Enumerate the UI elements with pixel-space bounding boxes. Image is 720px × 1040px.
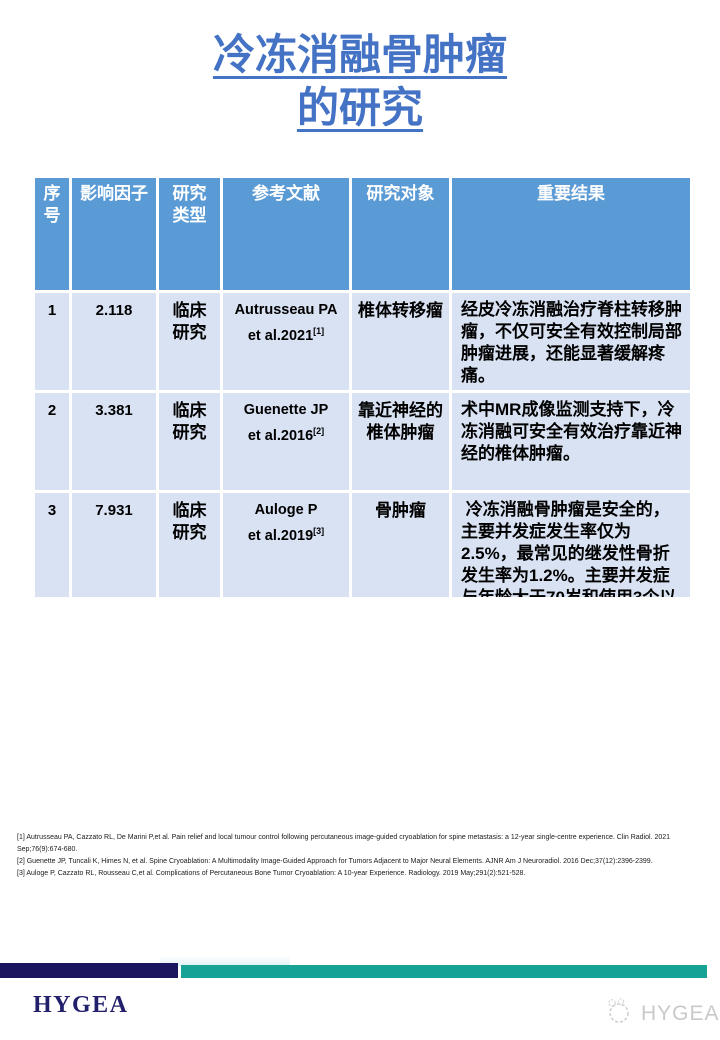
cell-num: 3 <box>35 493 69 597</box>
cell-subject: 骨肿瘤 <box>352 493 449 597</box>
reference-year: et al.2016[2] <box>247 426 325 444</box>
cell-study-type: 临床 研究 <box>159 493 220 597</box>
cell-study-type: 临床 研究 <box>159 293 220 390</box>
hygea-watermark: HYGEA <box>604 997 720 1030</box>
cell-reference: Autrusseau PA et al.2021[1] <box>223 293 349 390</box>
cell-result: 经皮冷冻消融治疗脊柱转移肿瘤，不仅可安全有效控制局部肿瘤进展，还能显著缓解疼痛。 <box>452 293 690 390</box>
reference-citation-sup: [3] <box>313 526 325 536</box>
citation-footnotes: [1] Autrusseau PA, Cazzato RL, De Marini… <box>17 832 709 880</box>
hygea-logo-text: HYGEA <box>33 992 129 1018</box>
cell-result: 术中MR成像监测支持下，冷冻消融可安全有效治疗靠近神经的椎体肿瘤。 <box>452 393 690 490</box>
cell-subject: 椎体转移瘤 <box>352 293 449 390</box>
footer-bar-navy <box>0 963 178 978</box>
cell-study-type: 临床 研究 <box>159 393 220 490</box>
footer-bar-teal <box>181 965 707 978</box>
reference-year: et al.2021[1] <box>247 326 325 344</box>
hygea-watermark-text: HYGEA <box>641 1001 720 1025</box>
cell-result: 冷冻消融骨肿瘤是安全的，主要并发症发生率仅为2.5%，最常见的继发性骨折发生率为… <box>452 493 690 597</box>
cell-num: 1 <box>35 293 69 390</box>
hygea-watermark-icon <box>604 997 634 1030</box>
footnote-3: [3] Auloge P, Cazzato RL, Rousseau C,et … <box>17 870 526 877</box>
footnote-1: [1] Autrusseau PA, Cazzato RL, De Marini… <box>17 834 671 853</box>
studies-table: 序 号 影响因子 研究 类型 参考文献 研究对象 重要结果 1 2.118 临床… <box>35 178 690 597</box>
header-study-type: 研究 类型 <box>159 178 220 290</box>
header-impact-factor: 影响因子 <box>72 178 156 290</box>
header-key-results: 重要结果 <box>452 178 690 290</box>
reference-authors: Autrusseau PA <box>234 302 338 318</box>
footer-bar-highlight <box>160 956 290 966</box>
cell-reference: Auloge P et al.2019[3] <box>223 493 349 597</box>
cell-impact: 7.931 <box>72 493 156 597</box>
title-line-1: 冷冻消融骨肿瘤 <box>212 31 507 78</box>
header-serial-number: 序 号 <box>35 178 69 290</box>
cell-subject: 靠近神经的 椎体肿瘤 <box>352 393 449 490</box>
cell-reference: Guenette JP et al.2016[2] <box>223 393 349 490</box>
reference-authors: Guenette JP <box>243 402 329 418</box>
header-study-subject: 研究对象 <box>352 178 449 290</box>
cell-num: 2 <box>35 393 69 490</box>
footnote-2: [2] Guenette JP, Tuncali K, Himes N, et … <box>17 858 653 865</box>
reference-citation-sup: [2] <box>313 426 325 436</box>
reference-citation-sup: [1] <box>313 326 325 336</box>
reference-authors: Auloge P <box>254 502 318 518</box>
cell-impact: 3.381 <box>72 393 156 490</box>
cell-impact: 2.118 <box>72 293 156 390</box>
slide-title: 冷冻消融骨肿瘤 的研究 <box>0 28 720 134</box>
reference-year: et al.2019[3] <box>247 526 325 544</box>
header-reference: 参考文献 <box>223 178 349 290</box>
title-line-2: 的研究 <box>296 84 423 131</box>
